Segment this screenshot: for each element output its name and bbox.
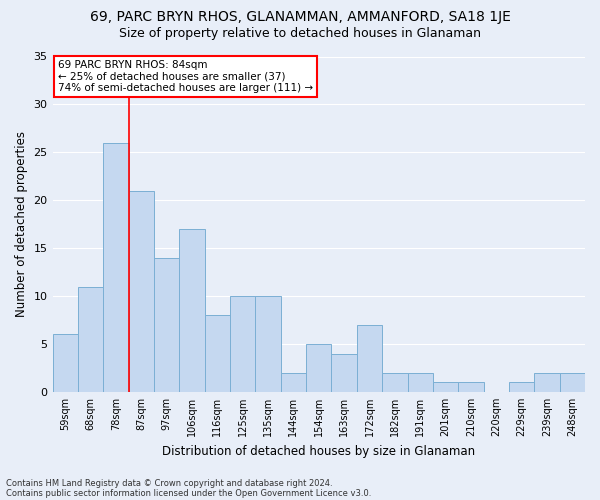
Bar [331,354,357,392]
Bar [78,286,103,392]
Bar [230,296,256,392]
Bar [128,190,154,392]
Bar [256,296,281,392]
Bar [407,373,433,392]
Bar [53,334,78,392]
Bar [205,316,230,392]
Bar [103,143,128,392]
Bar [357,325,382,392]
Text: 69, PARC BRYN RHOS, GLANAMMAN, AMMANFORD, SA18 1JE: 69, PARC BRYN RHOS, GLANAMMAN, AMMANFORD… [89,10,511,24]
Bar [433,382,458,392]
Bar [509,382,534,392]
Y-axis label: Number of detached properties: Number of detached properties [15,131,28,317]
Text: 69 PARC BRYN RHOS: 84sqm
← 25% of detached houses are smaller (37)
74% of semi-d: 69 PARC BRYN RHOS: 84sqm ← 25% of detach… [58,60,313,93]
Text: Size of property relative to detached houses in Glanaman: Size of property relative to detached ho… [119,28,481,40]
Bar [382,373,407,392]
Bar [560,373,585,392]
Bar [534,373,560,392]
Text: Contains public sector information licensed under the Open Government Licence v3: Contains public sector information licen… [6,488,371,498]
Bar [179,229,205,392]
Bar [281,373,306,392]
Bar [306,344,331,392]
Bar [154,258,179,392]
Text: Contains HM Land Registry data © Crown copyright and database right 2024.: Contains HM Land Registry data © Crown c… [6,478,332,488]
Bar [458,382,484,392]
X-axis label: Distribution of detached houses by size in Glanaman: Distribution of detached houses by size … [162,444,475,458]
